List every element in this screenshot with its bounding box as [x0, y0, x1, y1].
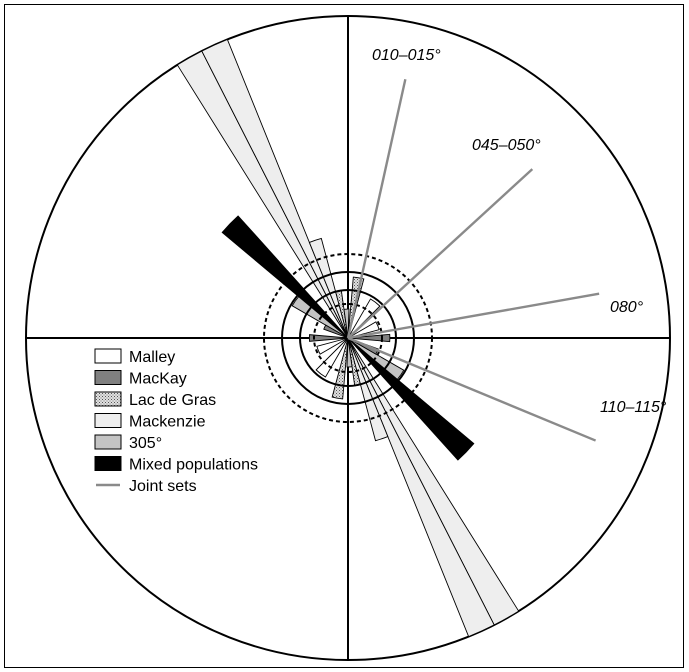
petal-mixed-populations	[221, 215, 349, 339]
scale-ring	[313, 303, 383, 373]
petal-mackenzie	[308, 237, 349, 339]
joint-set-label: 110–115°	[600, 399, 667, 416]
petal-mackenzie	[347, 337, 520, 626]
legend-label: 305°	[129, 435, 162, 452]
joint-set-label: 010–015°	[372, 47, 441, 64]
scale-ring	[299, 289, 397, 387]
legend-label: MacKay	[129, 371, 187, 388]
scale-rings	[263, 253, 433, 423]
petal-mixed-populations	[347, 337, 475, 461]
petal-mackenzie	[176, 50, 349, 339]
legend: Malley MacKay Lac de Gras Mackenzie 305° Mixe…	[94, 348, 258, 495]
petal-305-	[343, 308, 350, 339]
petal-mackenzie	[201, 38, 349, 339]
joint-set-line	[347, 168, 534, 339]
scale-ring	[263, 253, 433, 423]
figure-frame	[4, 4, 684, 668]
legend-swatch	[94, 456, 122, 471]
scale-ring	[281, 271, 415, 405]
petal-mackay	[347, 333, 391, 343]
legend-swatch	[94, 348, 122, 364]
legend-label: Mackenzie	[129, 414, 206, 431]
joint-set-line	[347, 292, 600, 340]
petal-malley	[347, 321, 380, 339]
legend-swatch	[94, 391, 122, 407]
joint-set-line	[347, 336, 597, 442]
petal-malley	[316, 337, 349, 355]
legend-swatch	[94, 413, 122, 428]
petal-mackenzie	[347, 337, 389, 442]
petal-mackenzie	[347, 337, 495, 638]
joint-set-label: 045–050°	[472, 137, 541, 154]
joint-sets: 010–015° 045–050° 080° 110–115°	[346, 47, 667, 442]
legend-label: Lac de Gras	[129, 392, 216, 409]
legend-label: Mixed populations	[129, 457, 258, 474]
petal-malley	[347, 298, 381, 339]
legend-swatch	[94, 434, 122, 450]
legend-label: Malley	[129, 349, 175, 366]
petal-305-	[346, 337, 353, 368]
legend-joint-label: Joint sets	[129, 478, 197, 495]
legend-swatch	[94, 370, 122, 385]
petal-mackay	[308, 334, 349, 342]
joint-set-label: 080°	[610, 299, 644, 316]
petal-mackay	[323, 324, 349, 339]
petal-malley	[315, 337, 349, 378]
joint-set-line	[346, 79, 407, 339]
